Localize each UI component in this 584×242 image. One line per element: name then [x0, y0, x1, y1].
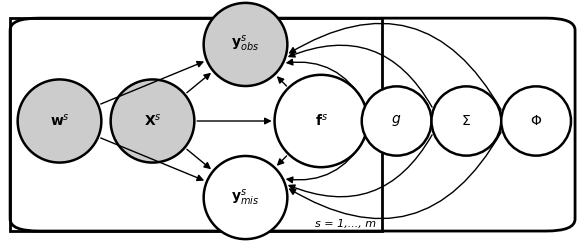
Ellipse shape [274, 75, 367, 167]
Text: $\mathbf{y}^s_{obs}$: $\mathbf{y}^s_{obs}$ [231, 34, 259, 54]
Text: $\Sigma$: $\Sigma$ [461, 114, 471, 128]
Ellipse shape [361, 86, 432, 156]
Ellipse shape [204, 3, 287, 86]
Text: $\mathbf{y}^s_{mis}$: $\mathbf{y}^s_{mis}$ [231, 188, 260, 208]
Ellipse shape [501, 86, 571, 156]
Text: $g$: $g$ [391, 113, 402, 129]
Text: $\mathbf{w}^s$: $\mathbf{w}^s$ [50, 113, 69, 129]
Ellipse shape [204, 156, 287, 239]
Bar [10, 18, 382, 231]
Ellipse shape [18, 79, 102, 163]
Text: $\Phi$: $\Phi$ [530, 114, 542, 128]
Ellipse shape [110, 79, 194, 163]
Text: s = 1,..., m: s = 1,..., m [315, 219, 376, 229]
Text: $\mathbf{f}^s$: $\mathbf{f}^s$ [315, 113, 328, 129]
Text: $\mathbf{X}^s$: $\mathbf{X}^s$ [144, 113, 161, 129]
Ellipse shape [432, 86, 501, 156]
